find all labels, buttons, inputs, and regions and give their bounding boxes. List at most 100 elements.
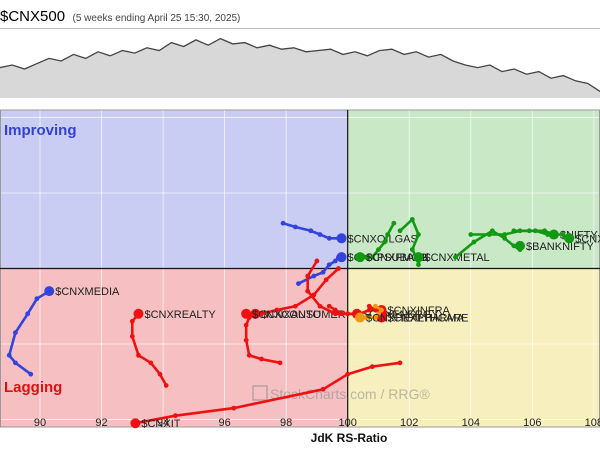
tail-point [323, 277, 329, 283]
tail-point [317, 232, 323, 237]
tail-point [502, 232, 508, 237]
x-tick-label: 108 [585, 417, 600, 429]
tail-point [560, 232, 566, 237]
tail-label: $CNXCONSUMER [252, 309, 346, 321]
tail-cnxfin[interactable]: $CNXFIN [511, 228, 600, 245]
tail-point [489, 228, 495, 234]
tail-point [129, 318, 135, 324]
tail-point [243, 337, 249, 343]
tail-head [336, 252, 347, 263]
tail-point [372, 315, 378, 320]
tail-cnxconsumer[interactable]: $CNXCONSUMER [241, 266, 346, 321]
tail-head [564, 233, 575, 244]
period-subtitle: (5 weeks ending April 25 15:30, 2025) [72, 13, 241, 24]
tail-point [277, 360, 283, 366]
tail-point [326, 235, 332, 241]
tail-point [372, 307, 378, 313]
tail-point [296, 281, 301, 286]
tail-point [332, 311, 338, 317]
tail-point [409, 247, 415, 253]
tail-point [311, 273, 317, 279]
tail-point [314, 258, 320, 264]
tail-point [129, 334, 135, 339]
tail-point [502, 235, 508, 241]
tail-label: $BANKNIFTY [526, 241, 595, 253]
tail-point [231, 405, 237, 411]
tail-point [542, 228, 548, 234]
tail-point [336, 266, 341, 271]
x-tick-label: 92 [95, 417, 107, 429]
rrg-chart: Improving Lagging StockCharts.com / RRG®… [0, 109, 600, 445]
tail-point [259, 311, 264, 317]
x-axis-ticks: 90 92 94 96 98 100 102 104 106 108 [34, 417, 600, 429]
tail-point [12, 330, 18, 336]
tail-head [515, 240, 525, 251]
tail-point [345, 371, 351, 377]
quadrant-label-improving: Improving [4, 122, 77, 139]
tail-point [468, 232, 474, 237]
chart-header: $CNX500 (5 weeks ending April 25 15:30, … [0, 8, 240, 28]
tail-point [363, 315, 369, 320]
tail-point [471, 239, 477, 245]
tail-point [292, 303, 298, 309]
tail-cnxit[interactable]: $CNXIT [130, 360, 403, 430]
watermark-text: StockCharts.com / RRG® [270, 386, 430, 402]
tail-point [136, 352, 141, 358]
tail-label: $CNXHEALTHCARE [366, 313, 469, 325]
tail-point [148, 360, 154, 366]
tail-point [172, 413, 178, 419]
tail-label: $CNXREALTY [144, 309, 216, 321]
tail-head [355, 312, 365, 323]
rotation-tails: $CNXMEDIA $CNXOILGAS $CNXPSUBANK$CNXFMCG $C… [6, 217, 600, 430]
tail-point [28, 371, 34, 377]
tail-point [416, 232, 421, 237]
tail-point [382, 239, 388, 245]
tail-point [246, 352, 252, 358]
tail-point [332, 258, 338, 264]
tail-cnxfmcg[interactable]: $CNXFMCG [355, 220, 428, 264]
stockcharts-logo-icon [252, 385, 268, 401]
tail-point [34, 296, 40, 302]
tail-point [379, 307, 384, 313]
tail-point [332, 307, 338, 313]
tail-point [163, 383, 169, 388]
tail-banknifty[interactable]: $BANKNIFTY [452, 228, 595, 260]
tail-point [6, 352, 12, 358]
tail-head [130, 418, 141, 429]
tail-point [369, 364, 375, 370]
quadrant-weakening [347, 268, 600, 427]
tail-point [320, 269, 326, 275]
tail-head [336, 233, 347, 244]
tail-point [157, 371, 163, 377]
tail-label: $CNXPSUBANK [348, 252, 431, 264]
tail-label: $CNXOILGAS [348, 233, 418, 245]
tail-point [376, 311, 381, 317]
tail-point [326, 303, 332, 309]
tail-point [305, 288, 311, 294]
watermark: StockCharts.com / RRG® [252, 385, 430, 402]
tail-point [416, 262, 421, 268]
tail-point [366, 303, 372, 309]
tail-cnxpsubank[interactable]: $CNXPSUBANK [296, 252, 430, 286]
tail-point [452, 254, 458, 260]
tail-cnxmedia[interactable]: $CNXMEDIA [6, 286, 120, 377]
tail-cnxhealthcare[interactable]: $CNXHEALTHCARE [355, 303, 469, 325]
tail-point [25, 311, 31, 317]
tail-point [397, 360, 403, 366]
tail-point [274, 307, 280, 313]
x-tick-label: 94 [157, 417, 169, 429]
price-mini-chart [0, 28, 600, 98]
tail-point [292, 224, 298, 230]
x-tick-label: 106 [523, 417, 541, 429]
tail-cnxoilgas[interactable]: $CNXOILGAS [280, 220, 418, 245]
quadrant-improving [0, 110, 348, 269]
quadrant-label-lagging: Lagging [4, 379, 62, 396]
tail-cnxrealty[interactable]: $CNXREALTY [129, 308, 217, 388]
tail-point [551, 232, 557, 237]
tail-point [259, 356, 264, 362]
tail-head [355, 252, 365, 263]
tail-point [317, 303, 323, 309]
tail-point [372, 303, 378, 309]
tail-point [391, 220, 397, 226]
quadrant-lagging [0, 268, 348, 427]
